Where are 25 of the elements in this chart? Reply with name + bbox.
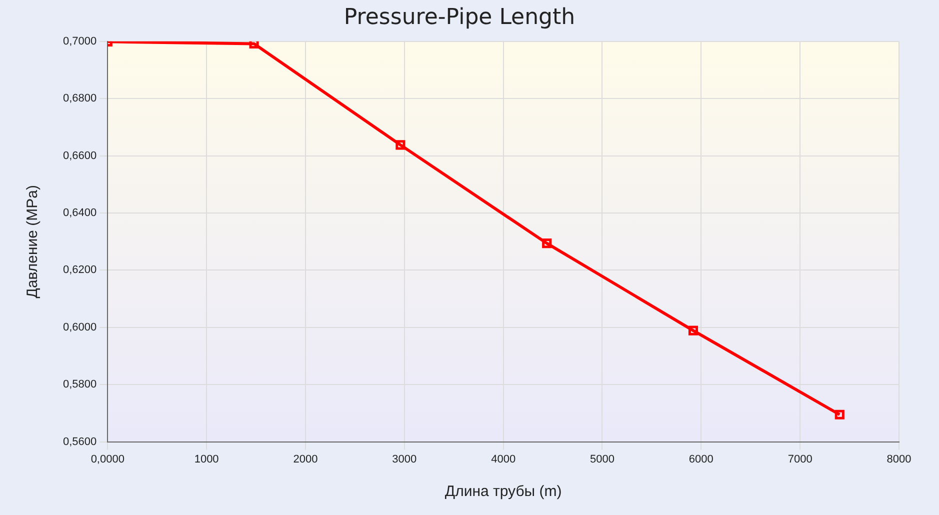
x-tick-label: 0,0000 bbox=[90, 453, 124, 466]
x-tick-label: 8000 bbox=[886, 453, 912, 466]
point bbox=[834, 410, 844, 420]
x-tick-label: 4000 bbox=[491, 453, 516, 466]
x-tick-label: 7000 bbox=[788, 453, 812, 466]
y-tick-label: 0,5800 bbox=[62, 378, 97, 391]
y-axis-title: Давление (MPa) bbox=[24, 184, 42, 298]
chart-title: Pressure-Pipe Length bbox=[344, 4, 576, 30]
point bbox=[396, 140, 406, 150]
x-axis-title: Длина трубы (m) bbox=[444, 483, 562, 500]
x-tick-label: 1000 bbox=[194, 453, 219, 466]
x-tick-label: 6000 bbox=[688, 453, 714, 466]
point bbox=[542, 238, 552, 248]
x-tick-label: 2000 bbox=[293, 453, 318, 466]
y-tick-label: 0,6600 bbox=[62, 150, 97, 162]
x-tick-label: 3000 bbox=[392, 453, 417, 466]
y-tick-label: 0,6200 bbox=[62, 264, 97, 276]
y-tick-label: 0,6400 bbox=[62, 207, 97, 220]
y-tick-label: 0,6000 bbox=[62, 321, 97, 334]
x-tick-label: 5000 bbox=[590, 453, 614, 466]
y-tick-label: 0,7000 bbox=[62, 35, 97, 48]
point bbox=[249, 41, 259, 48]
point bbox=[688, 326, 698, 336]
y-tick-label: 0,6800 bbox=[62, 92, 97, 105]
y-tick-label: 0,5600 bbox=[62, 436, 97, 448]
